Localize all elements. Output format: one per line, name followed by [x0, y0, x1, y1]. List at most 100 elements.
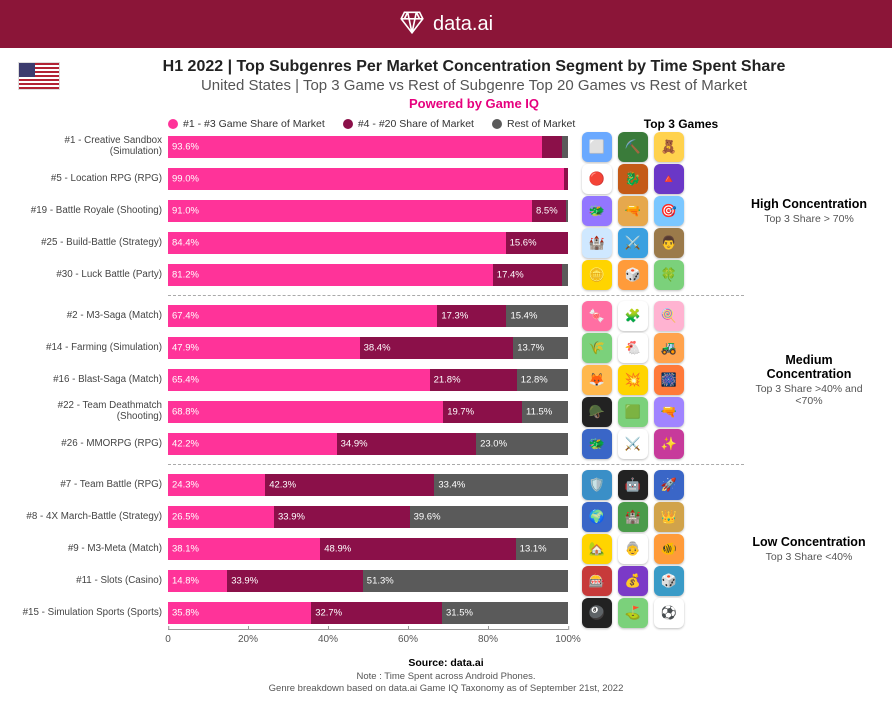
top3-icons: 🪖🟩🔫 — [582, 397, 708, 427]
game-icon: ⚔️ — [618, 228, 648, 258]
chart-subtitle: United States | Top 3 Game vs Rest of Su… — [74, 77, 874, 94]
legend-label: Rest of Market — [507, 118, 575, 130]
game-icon: 🌍 — [582, 502, 612, 532]
top3-icons: 🌍🏰👑 — [582, 502, 708, 532]
group-title: High Concentration — [744, 197, 874, 211]
chart-row: #26 - MMORPG (RPG)42.2%34.9%23.0%🐲⚔️✨ — [18, 428, 744, 460]
seg-rest — [562, 264, 568, 286]
x-tick: 20% — [238, 630, 258, 645]
game-icon: 🪖 — [582, 397, 612, 427]
seg-value: 15.4% — [510, 311, 537, 322]
game-icon: 🎲 — [618, 260, 648, 290]
x-axis: 020%40%60%80%100% — [168, 629, 568, 655]
chart-row: #7 - Team Battle (RPG)24.3%42.3%33.4%🛡️🤖… — [18, 469, 744, 501]
top3-icons: 🐲🔫🎯 — [582, 196, 708, 226]
bar-track: 91.0%8.5% — [168, 200, 568, 222]
row-label: #5 - Location RPG (RPG) — [18, 174, 168, 185]
seg-top3: 35.8% — [168, 602, 311, 624]
seg-value: 38.1% — [172, 544, 199, 555]
seg-value: 13.7% — [517, 343, 544, 354]
seg-value: 34.9% — [341, 439, 368, 450]
brand-header: data.ai — [0, 0, 892, 48]
seg-top3: 84.4% — [168, 232, 506, 254]
bar-track: 93.6% — [168, 136, 568, 158]
game-icon: 👨 — [654, 228, 684, 258]
bar-track: 68.8%19.7%11.5% — [168, 401, 568, 423]
seg-rest: 13.1% — [516, 538, 568, 560]
row-label: #1 - Creative Sandbox (Simulation) — [18, 136, 168, 158]
row-label: #9 - M3-Meta (Match) — [18, 544, 168, 555]
seg-value: 14.8% — [172, 576, 199, 587]
seg-value: 81.2% — [172, 270, 199, 281]
bar-track: 99.0% — [168, 168, 568, 190]
seg-value: 12.8% — [521, 375, 548, 386]
diamond-icon — [399, 9, 425, 40]
top3-icons: 🏡👵🐠 — [582, 534, 708, 564]
seg-value: 8.5% — [536, 206, 558, 217]
seg-4to20: 21.8% — [430, 369, 517, 391]
seg-value: 51.3% — [367, 576, 394, 587]
game-icon: 🟩 — [618, 397, 648, 427]
seg-4to20: 32.7% — [311, 602, 442, 624]
chart-row: #15 - Simulation Sports (Sports)35.8%32.… — [18, 597, 744, 629]
seg-value: 68.8% — [172, 407, 199, 418]
chart-row: #11 - Slots (Casino)14.8%33.9%51.3%🎰💰🎲 — [18, 565, 744, 597]
game-icon: ⛳ — [618, 598, 648, 628]
row-label: #16 - Blast-Saga (Match) — [18, 375, 168, 386]
seg-rest: 23.0% — [476, 433, 568, 455]
game-icon: 🍭 — [654, 301, 684, 331]
game-icon: 🔺 — [654, 164, 684, 194]
x-tick: 0 — [165, 630, 171, 645]
x-tick: 40% — [318, 630, 338, 645]
seg-top3: 42.2% — [168, 433, 337, 455]
top3-icons: 🪙🎲🍀 — [582, 260, 708, 290]
seg-rest: 31.5% — [442, 602, 568, 624]
seg-top3: 14.8% — [168, 570, 227, 592]
bar-track: 67.4%17.3%15.4% — [168, 305, 568, 327]
game-icon: 🚀 — [654, 470, 684, 500]
game-icon: ⬜ — [582, 132, 612, 162]
row-label: #26 - MMORPG (RPG) — [18, 439, 168, 450]
top3-header: Top 3 Games — [618, 117, 744, 131]
game-icon: ⛏️ — [618, 132, 648, 162]
seg-value: 33.4% — [438, 480, 465, 491]
seg-rest: 12.8% — [517, 369, 568, 391]
game-icon: 🐔 — [618, 333, 648, 363]
seg-value: 11.5% — [526, 407, 552, 418]
group-label: Medium ConcentrationTop 3 Share >40% and… — [744, 353, 874, 407]
chart-row: #2 - M3-Saga (Match)67.4%17.3%15.4%🍬🧩🍭 — [18, 300, 744, 332]
note-line-1: Note : Time Spent across Android Phones. — [18, 671, 874, 683]
bar-track: 24.3%42.3%33.4% — [168, 474, 568, 496]
us-flag-icon — [18, 62, 60, 90]
concentration-group: #1 - Creative Sandbox (Simulation)93.6% ⬜… — [18, 131, 744, 291]
group-subtitle: Top 3 Share <40% — [744, 551, 874, 563]
game-icon: 🌾 — [582, 333, 612, 363]
powered-by: Powered by Game IQ — [74, 96, 874, 111]
seg-4to20: 8.5% — [532, 200, 566, 222]
group-title: Low Concentration — [744, 535, 874, 549]
note-line-2: Genre breakdown based on data.ai Game IQ… — [18, 683, 874, 695]
concentration-group: #7 - Team Battle (RPG)24.3%42.3%33.4%🛡️🤖… — [18, 469, 744, 629]
seg-4to20: 34.9% — [337, 433, 476, 455]
seg-value: 31.5% — [446, 608, 473, 619]
game-icon: 🧸 — [654, 132, 684, 162]
x-tick-label: 100% — [555, 634, 581, 645]
game-icon: 🪙 — [582, 260, 612, 290]
top3-icons: 🦊💥🎆 — [582, 365, 708, 395]
seg-value: 33.9% — [278, 512, 305, 523]
top3-icons: 🍬🧩🍭 — [582, 301, 708, 331]
game-icon: 🏰 — [582, 228, 612, 258]
seg-value: 99.0% — [172, 174, 199, 185]
seg-top3: 65.4% — [168, 369, 430, 391]
game-icon: 🍬 — [582, 301, 612, 331]
row-label: #19 - Battle Royale (Shooting) — [18, 206, 168, 217]
group-subtitle: Top 3 Share >40% and <70% — [744, 383, 874, 407]
bar-track: 35.8%32.7% 31.5% — [168, 602, 568, 624]
seg-top3: 38.1% — [168, 538, 320, 560]
chart-row: #9 - M3-Meta (Match)38.1%48.9%13.1%🏡👵🐠 — [18, 533, 744, 565]
seg-4to20: 33.9% — [274, 506, 410, 528]
game-icon: 🐠 — [654, 534, 684, 564]
game-icon: 🍀 — [654, 260, 684, 290]
seg-value: 65.4% — [172, 375, 199, 386]
group-label: High ConcentrationTop 3 Share > 70% — [744, 197, 874, 225]
